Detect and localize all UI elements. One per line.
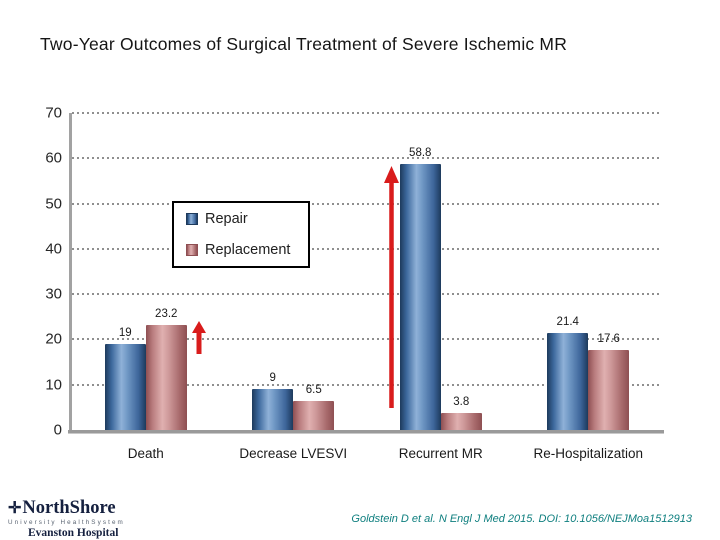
up-arrow-death-replacement-icon bbox=[191, 320, 206, 354]
bar-replacement-re-hospitalization bbox=[588, 350, 630, 430]
gridline bbox=[72, 293, 662, 296]
y-axis-tick-label: 40 bbox=[45, 240, 62, 258]
y-axis-tick-label: 70 bbox=[45, 104, 62, 122]
northshore-cross-icon: ✛ bbox=[8, 500, 22, 517]
legend-swatch-replacement-icon bbox=[186, 244, 198, 257]
chart-title: Two-Year Outcomes of Surgical Treatment … bbox=[40, 34, 568, 54]
up-arrow-recurrent-repair-icon bbox=[383, 165, 399, 408]
bar-repair-decrease-lvesvi bbox=[252, 389, 294, 430]
bar-replacement-decrease-lvesvi bbox=[293, 400, 335, 430]
bar-value-label: 3.8 bbox=[453, 395, 470, 408]
bar-value-label: 19 bbox=[118, 326, 132, 339]
northshore-logo-subtitle: University HealthSystem bbox=[8, 518, 125, 526]
northshore-logo: ✛ NorthShore University HealthSystem Eva… bbox=[8, 499, 138, 539]
northshore-logo-row: ✛ NorthShore bbox=[8, 499, 138, 518]
bar-repair-recurrent-mr bbox=[399, 163, 441, 430]
x-axis-category-label-death: Death bbox=[127, 446, 164, 461]
y-axis-tick-label: 20 bbox=[45, 330, 62, 348]
y-axis-tick-label: 60 bbox=[45, 149, 62, 167]
bar-value-label: 6.5 bbox=[305, 383, 322, 396]
y-axis-tick-label: 0 bbox=[53, 421, 62, 439]
northshore-logo-name: NorthShore bbox=[22, 498, 116, 518]
evanston-hospital-label: Evanston Hospital bbox=[28, 526, 119, 539]
legend-label-repair: Repair bbox=[205, 210, 248, 227]
x-axis-category-label-recurrent-mr: Recurrent MR bbox=[398, 446, 483, 461]
y-axis-tick-label: 10 bbox=[45, 376, 62, 394]
gridline bbox=[72, 157, 662, 160]
legend: Repair Replacement bbox=[172, 201, 310, 268]
bar-replacement-death bbox=[145, 324, 187, 430]
bar-replacement-recurrent-mr bbox=[440, 412, 482, 430]
legend-swatch-repair-icon bbox=[186, 212, 198, 225]
x-axis-category-label-decrease-lvesvi: Decrease LVESVI bbox=[239, 446, 348, 461]
bar-repair-re-hospitalization bbox=[547, 333, 589, 430]
gridline bbox=[72, 383, 662, 386]
y-axis-tick-label: 50 bbox=[45, 195, 62, 213]
gridline bbox=[72, 202, 662, 205]
bar-value-label: 23.2 bbox=[155, 307, 178, 320]
gridline bbox=[72, 112, 662, 114]
bar-value-label: 21.4 bbox=[556, 316, 579, 329]
gridline bbox=[72, 247, 662, 250]
bar-value-label: 58.8 bbox=[409, 146, 432, 159]
legend-item-repair: Repair bbox=[174, 203, 308, 235]
bar-value-label: 17.6 bbox=[597, 333, 620, 346]
legend-item-replacement: Replacement bbox=[174, 235, 308, 267]
x-axis-line bbox=[68, 430, 664, 434]
gridline bbox=[72, 338, 662, 341]
bar-repair-death bbox=[104, 343, 146, 430]
x-axis-category-label-re-hospitalization: Re-Hospitalization bbox=[533, 446, 644, 461]
citation-text: Goldstein D et al. N Engl J Med 2015. DO… bbox=[351, 513, 692, 525]
y-axis-line bbox=[69, 113, 72, 430]
legend-label-replacement: Replacement bbox=[205, 242, 291, 259]
y-axis-tick-label: 30 bbox=[45, 285, 62, 303]
bar-value-label: 9 bbox=[269, 372, 276, 385]
